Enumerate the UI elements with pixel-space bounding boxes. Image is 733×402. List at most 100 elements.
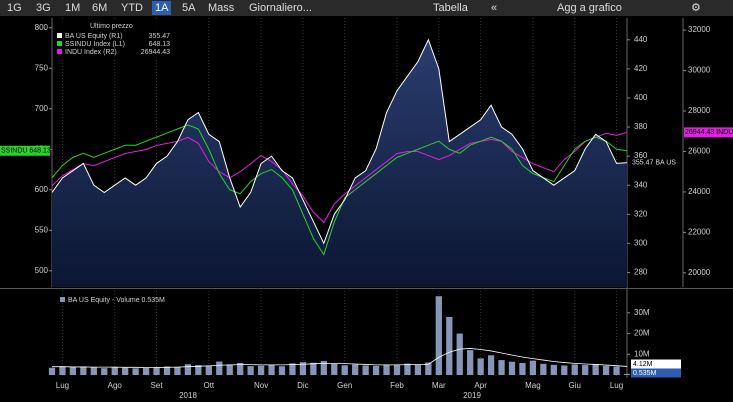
bar [237, 362, 244, 375]
y-tick-label: 28000 [688, 106, 711, 115]
x-tick-label: Set [151, 381, 164, 390]
bar [69, 367, 77, 375]
bar [477, 358, 484, 375]
x-tick-label: Feb [390, 381, 404, 390]
bar [529, 360, 537, 375]
bar [414, 364, 422, 375]
bar [467, 350, 474, 375]
area [52, 39, 627, 288]
bar [205, 365, 212, 375]
collapse[interactable]: « [491, 2, 498, 14]
bar [498, 360, 505, 375]
y-tick-label: 20M [634, 329, 650, 338]
y-tick-label: 300 [634, 238, 648, 247]
bar [372, 365, 380, 375]
legend-swatch [57, 49, 62, 54]
bar [540, 363, 547, 375]
last-value-tag [631, 359, 681, 369]
settings[interactable]: ⚙ [691, 2, 701, 14]
y-tick-label: 22000 [688, 228, 711, 237]
bar [623, 373, 631, 375]
range-button[interactable]: 3G [36, 2, 51, 14]
bar [508, 361, 516, 375]
chart-title: BA US Equity - Volume 0.535M [68, 297, 165, 304]
bar [299, 362, 307, 375]
y-tick-label: 280 [634, 268, 648, 277]
bar [331, 364, 338, 375]
last-value-label: 26944.43 INDU [685, 129, 733, 136]
legend-swatch [60, 297, 65, 302]
bar [132, 368, 139, 375]
bar [435, 296, 442, 375]
bar [446, 316, 453, 375]
range-button[interactable]: 6M [92, 2, 108, 14]
x-tick-label: Gen [337, 381, 352, 390]
bar [153, 367, 160, 375]
x-tick-label: Mar [432, 381, 446, 390]
add-to-chart[interactable]: Agg a grafico [557, 2, 622, 14]
last-value-label: SSINDU 648.13 [1, 148, 51, 155]
range-button[interactable]: YTD [121, 2, 143, 14]
bar [122, 367, 129, 375]
bar [456, 333, 463, 375]
bar [341, 365, 348, 375]
bar [320, 360, 327, 375]
y-tick-label: 24000 [688, 187, 711, 196]
bar [352, 364, 359, 375]
bar [278, 366, 286, 375]
y-tick-label: 340 [634, 180, 648, 189]
bar [383, 364, 390, 375]
y-tick-label: 440 [634, 35, 648, 44]
bar [582, 365, 589, 375]
range-button[interactable]: 1A [152, 1, 172, 15]
last-value-label: 355.47 BA US [632, 160, 676, 167]
x-tick-label: Ago [108, 381, 123, 390]
y-tick-label: 750 [35, 63, 49, 72]
y-tick-label: 10M [634, 349, 650, 358]
legend-entry: BA US Equity (R1) [65, 33, 123, 40]
range-button[interactable]: 5A [182, 2, 196, 14]
bar [550, 364, 557, 375]
x-tick-label: Ott [203, 381, 214, 390]
y-tick-label: 400 [634, 93, 648, 102]
legend-value: 26944.43 [141, 49, 170, 56]
legend-value: 648.13 [149, 41, 171, 48]
line [51, 131, 628, 224]
range-button[interactable]: 1M [65, 2, 81, 14]
x-tick-label: Lug [610, 381, 623, 390]
bar [247, 366, 254, 375]
bar [561, 365, 568, 375]
bar [362, 365, 369, 375]
bar [59, 366, 66, 375]
last-value-label: 4.12M [633, 361, 653, 368]
legend-title: Ultimo prezzo [90, 23, 133, 30]
frequency[interactable]: Giornaliero... [249, 2, 312, 14]
y-tick-label: 30M [634, 308, 650, 317]
y-tick-label: 30000 [688, 66, 711, 75]
y-tick-label: 26000 [688, 147, 711, 156]
bar [602, 365, 610, 375]
bar [226, 364, 233, 375]
range-button[interactable]: Mass [208, 2, 235, 14]
line [51, 124, 628, 256]
table-button[interactable]: Tabella [433, 2, 468, 14]
line [51, 38, 628, 245]
y-tick-label: 550 [35, 225, 49, 234]
x-tick-label: Apr [474, 381, 487, 390]
bar [592, 364, 599, 375]
range-button[interactable]: 1G [7, 2, 22, 14]
bar [519, 362, 526, 375]
y-tick-label: 360 [634, 151, 648, 160]
bar [184, 364, 192, 375]
bar [90, 367, 97, 375]
y-tick-label: 600 [35, 185, 49, 194]
bar [487, 355, 495, 375]
legend-entry: INDU Index (R2) [65, 49, 117, 56]
y-tick-label: 320 [634, 209, 648, 218]
bar [257, 365, 265, 375]
bar [216, 361, 223, 375]
y-tick-label: 500 [35, 266, 49, 275]
last-value-label: 0.535M [633, 370, 657, 377]
x-tick-label: Nov [254, 381, 268, 390]
x-tick-label: Giu [569, 381, 581, 390]
